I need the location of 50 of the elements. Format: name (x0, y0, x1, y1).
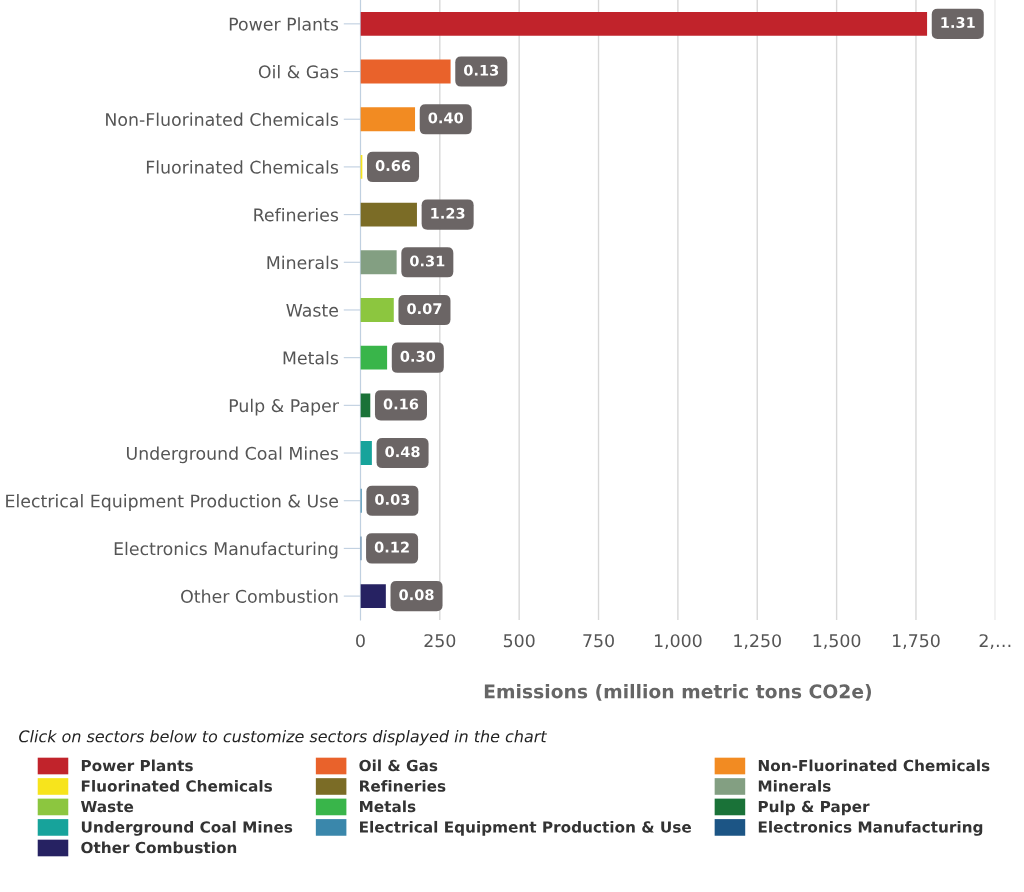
y-tick-label: Refineries (254, 208, 339, 222)
text: Click on sectors below to customize sectors displayed in the chart (19, 730, 548, 746)
annotation: 0.31 (410, 255, 445, 267)
annotation: 0.12 (374, 541, 409, 553)
x-tick-label: 1,000 (654, 634, 702, 650)
legend-label: Fluorinated Chemicals (81, 779, 272, 792)
x-tick-label: 1,500 (813, 634, 861, 650)
y-tick-label: Waste (286, 303, 338, 317)
y-tick-label: Other Combustion (181, 589, 338, 603)
legend-label: Pulp & Paper (758, 800, 870, 816)
annotation: 1.23 (431, 207, 465, 219)
y-tick-label: Fluorinated Chemicals (146, 160, 339, 174)
legend-label: Waste (80, 800, 134, 813)
annotation: 0.48 (385, 446, 420, 458)
x-tick-label: 0 (356, 634, 365, 648)
annotation: 0.66 (375, 160, 411, 172)
y-tick-label: Electrical Equipment Production & Use (6, 494, 338, 511)
y-tick-label: Power Plants (229, 17, 339, 31)
y-tick-label: Minerals (267, 255, 339, 270)
x-axis-title: Emissions (million metric tons CO2e) (484, 683, 871, 701)
legend-label: Oil & Gas (359, 759, 438, 772)
y-tick-label: Electronics Manufacturing (114, 541, 338, 559)
legend-label: Electrical Equipment Production & Use (360, 820, 691, 836)
x-tick-label: 500 (503, 634, 535, 648)
x-tick-label: 1,250 (734, 634, 781, 650)
x-tick-label: 1,750 (893, 634, 940, 650)
y-tick-label: Metals (283, 351, 339, 365)
x-tick-label: 250 (424, 634, 456, 648)
legend-label: Underground Coal Mines (81, 820, 293, 836)
legend-label: Power Plants (81, 759, 193, 772)
y-tick-label: Non-Fluorinated Chemicals (106, 112, 339, 127)
annotation: 0.07 (407, 303, 442, 315)
y-tick-label: Pulp & Paper (229, 398, 339, 416)
annotation: 0.08 (399, 589, 434, 601)
legend-label: Minerals (758, 779, 831, 792)
y-tick-label: Oil & Gas (258, 64, 339, 79)
x-tick-label: 2,… (979, 634, 1011, 650)
legend-label: Metals (360, 800, 416, 813)
annotation: 0.03 (375, 493, 410, 505)
x-tick-label: 750 (583, 634, 614, 648)
legend-label: Electronics Manufacturing (758, 820, 983, 836)
annotation: 0.16 (383, 398, 419, 410)
annotation: 0.40 (428, 112, 464, 124)
annotation: 1.31 (941, 17, 975, 29)
y-tick-label: Underground Coal Mines (126, 446, 339, 464)
annotation: 0.13 (464, 64, 499, 76)
annotation: 0.30 (400, 350, 436, 362)
legend-label: Other Combustion (81, 841, 237, 854)
legend-label: Refineries (360, 779, 446, 792)
legend-label: Non-Fluorinated Chemicals (758, 759, 990, 772)
